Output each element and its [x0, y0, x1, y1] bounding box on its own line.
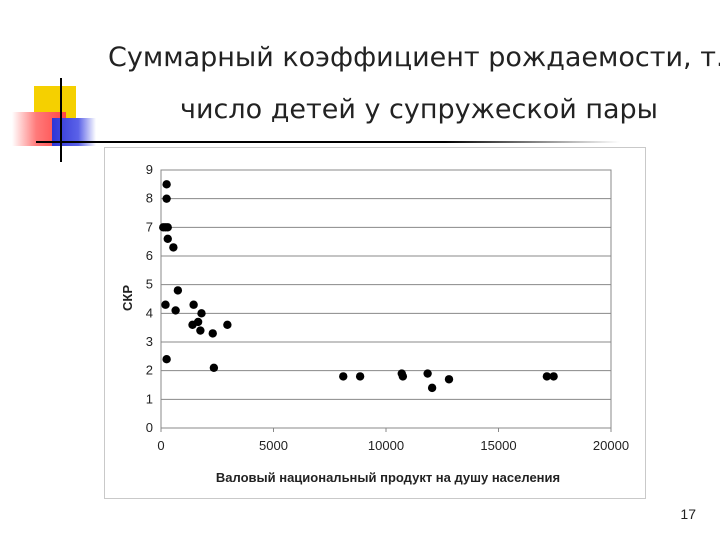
- y-tick-label: 5: [146, 277, 153, 292]
- decor-vertical-rule: [60, 78, 62, 162]
- data-point-4: [162, 194, 171, 203]
- y-tick-label: 8: [146, 191, 153, 206]
- data-point-3: [162, 180, 171, 189]
- data-point-25: [444, 375, 454, 384]
- y-tick-label: 4: [146, 305, 153, 320]
- scatter-chart: 0 1 2 3 4 5 6 7 8 9 0 5000 10000 15000 20000 Валовый …: [120, 162, 629, 485]
- plot-area-border: [160, 169, 612, 432]
- plot-area-border-rect: [160, 169, 612, 429]
- data-point-19: [339, 372, 348, 381]
- data-point-8: [171, 306, 180, 315]
- x-tick-label: 0: [157, 438, 164, 453]
- y-tick-labels: 0 1 2 3 4 5 6 7 8 9: [146, 162, 153, 435]
- data-point-14: [197, 309, 206, 318]
- data-point-20: [355, 372, 365, 381]
- y-tick-label: 3: [146, 334, 153, 349]
- x-axis-label: Валовый национальный продукт на душу нас…: [216, 470, 560, 485]
- data-point-13: [193, 317, 203, 327]
- x-tick-label: 5000: [259, 438, 288, 453]
- slide-title-line-2: число детей у супружеской пары: [180, 94, 658, 125]
- slide-title-line-1: Суммарный коэффициент рождаемости, т.е.: [108, 42, 720, 73]
- data-point-16: [208, 329, 217, 338]
- data-point-27: [549, 372, 558, 381]
- data-point-9: [173, 286, 183, 295]
- data-point-2: [163, 223, 172, 232]
- data-point-22: [398, 372, 408, 381]
- y-tick-label: 7: [146, 219, 153, 234]
- y-tick-label: 0: [146, 420, 153, 435]
- data-point-12: [189, 300, 198, 309]
- data-points: [159, 180, 558, 393]
- data-point-18: [223, 320, 232, 329]
- data-point-5: [163, 234, 172, 243]
- y-tick-label: 2: [146, 363, 153, 378]
- data-point-26: [542, 372, 552, 381]
- y-tick-label: 6: [146, 248, 153, 263]
- data-point-7: [161, 300, 170, 309]
- data-point-6: [169, 243, 178, 252]
- data-point-23: [423, 369, 432, 378]
- y-axis-label: СКР: [120, 285, 135, 311]
- x-tick-labels: 0 5000 10000 15000 20000: [157, 438, 629, 453]
- data-point-10: [162, 355, 171, 364]
- y-tick-label: 1: [146, 391, 153, 406]
- x-tick-label: 20000: [593, 438, 629, 453]
- x-tick-label: 10000: [368, 438, 404, 453]
- data-point-17: [209, 363, 219, 372]
- page-number: 17: [680, 506, 696, 522]
- decor-horizontal-rule: [36, 141, 620, 143]
- data-point-24: [427, 383, 437, 393]
- grid-lines: [161, 198, 611, 400]
- chart-frame: 0 1 2 3 4 5 6 7 8 9 0 5000 10000 15000 20000 Валовый …: [104, 147, 646, 499]
- y-tick-label: 9: [146, 162, 153, 177]
- x-tick-label: 15000: [480, 438, 516, 453]
- data-point-15: [196, 326, 205, 335]
